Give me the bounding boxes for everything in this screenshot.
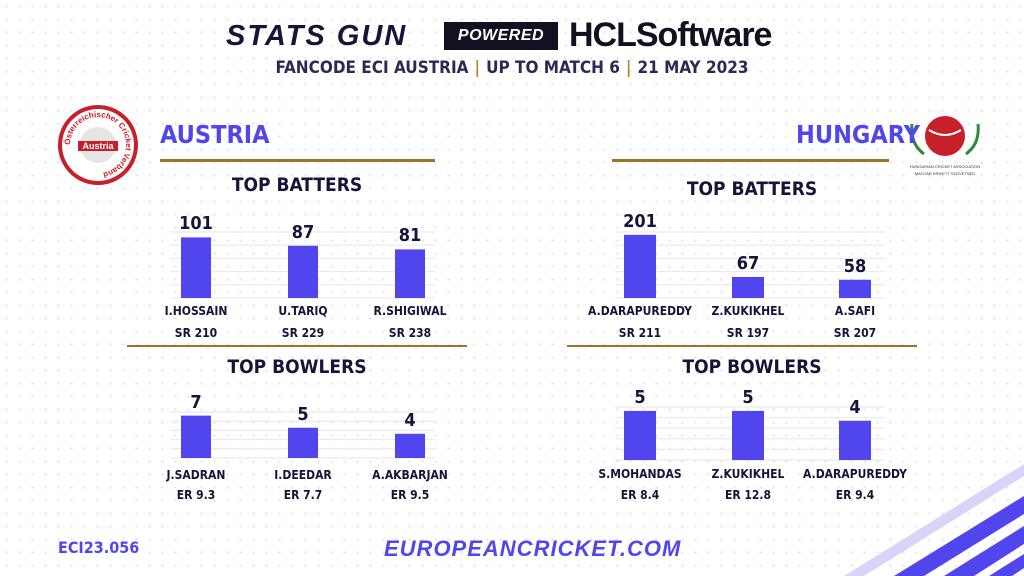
svg-text:Austria: Austria bbox=[82, 141, 114, 151]
austria-header-divider bbox=[160, 159, 435, 162]
player-stat-label: ER 9.5 bbox=[390, 488, 430, 502]
decorative-stripes bbox=[824, 456, 1024, 576]
svg-text:MAGYAR KRIKETT SZÖVETSÉG: MAGYAR KRIKETT SZÖVETSÉG bbox=[915, 171, 976, 176]
player-stat-label: ER 9.3 bbox=[176, 488, 216, 502]
bar-chart-svg bbox=[615, 406, 885, 461]
player-name-label: A.AKBARJAN bbox=[372, 468, 448, 482]
team-name-austria: AUSTRIA bbox=[160, 120, 270, 149]
austria-batters-chart: 101 I.HOSSAIN SR 210 87 U.TARIQ SR 229 81 R.SHI… bbox=[140, 210, 450, 340]
bar bbox=[395, 433, 425, 458]
bar-value-label: 201 bbox=[623, 210, 657, 232]
stats-gun-logo: STATS GUN bbox=[226, 20, 408, 52]
bar-value-label: 7 bbox=[190, 391, 202, 413]
austria-section-divider bbox=[127, 345, 467, 347]
bar bbox=[839, 420, 871, 460]
hungary-cricket-logo: HUNGARIAN CRICKET ASSOCIATION MAGYAR KRI… bbox=[904, 110, 986, 184]
subtitle-event: FANCODE ECI AUSTRIA bbox=[275, 58, 469, 78]
player-stat-label: SR 197 bbox=[726, 326, 770, 340]
player-name-label: I.HOSSAIN bbox=[164, 304, 228, 318]
player-name-label: U.TARIQ bbox=[278, 304, 328, 318]
player-stat-label: SR 207 bbox=[833, 326, 877, 340]
player-stat-label: SR 238 bbox=[388, 326, 432, 340]
bar-value-label: 4 bbox=[404, 409, 416, 431]
subtitle-stage: UP TO MATCH 6 bbox=[486, 58, 620, 78]
team-name-hungary: HUNGARY bbox=[796, 120, 921, 149]
hungary-batters-chart: 201 A.DARAPUREDDY SR 211 67 Z.KUKIKHEL SR 197… bbox=[585, 210, 915, 340]
bar bbox=[624, 234, 656, 298]
bar bbox=[732, 410, 764, 460]
player-stat-label: ER 8.4 bbox=[620, 488, 660, 502]
player-name-label: I.DEEDAR bbox=[274, 468, 332, 482]
player-name-label: Z.KUKIKHEL bbox=[711, 467, 785, 481]
player-name-label: A.DARAPUREDDY bbox=[588, 304, 692, 318]
player-stat-label: SR 229 bbox=[281, 326, 325, 340]
player-name-label: J.SADRAN bbox=[166, 468, 226, 482]
subtitle-date: 21 MAY 2023 bbox=[637, 58, 749, 78]
graphic-code: ECI23.056 bbox=[58, 538, 140, 557]
bar-value-label: 5 bbox=[742, 386, 754, 408]
austria-top-bowlers-title: TOP BOWLERS bbox=[227, 356, 367, 378]
hungary-top-batters-title: TOP BATTERS bbox=[686, 178, 818, 200]
austria-bowlers-chart: 7 J.SADRAN ER 9.3 5 I.DEEDAR ER 7.7 4 A.AKBARJA… bbox=[140, 390, 450, 510]
hungary-section-divider bbox=[567, 345, 917, 347]
bar-value-label: 5 bbox=[634, 386, 646, 408]
svg-text:HUNGARIAN CRICKET ASSOCIATION: HUNGARIAN CRICKET ASSOCIATION bbox=[910, 164, 981, 169]
bar bbox=[288, 245, 318, 298]
powered-by-badge: POWERED BY bbox=[444, 22, 558, 72]
bar bbox=[624, 410, 656, 460]
bar bbox=[181, 237, 211, 298]
bar bbox=[181, 415, 211, 458]
player-stat-label: ER 12.8 bbox=[724, 488, 772, 502]
bar bbox=[839, 279, 871, 298]
bar-value-label: 101 bbox=[179, 213, 213, 235]
bar-value-label: 5 bbox=[297, 403, 309, 425]
player-stat-label: ER 7.7 bbox=[283, 488, 323, 502]
bar bbox=[732, 276, 764, 298]
austria-cricket-logo: Österreichischer Cricket Verband Austria bbox=[56, 103, 140, 187]
subtitle: FANCODE ECI AUSTRIA | UP TO MATCH 6 | 21 MAY… bbox=[275, 58, 749, 78]
austria-top-batters-title: TOP BATTERS bbox=[231, 174, 363, 196]
bar-chart-svg bbox=[170, 411, 435, 459]
player-stat-label: SR 211 bbox=[618, 326, 662, 340]
bar-value-label: 87 bbox=[291, 221, 315, 243]
player-name-label: A.SAFI bbox=[834, 304, 876, 318]
bar bbox=[288, 427, 318, 458]
bar-chart-svg bbox=[615, 231, 885, 299]
hungary-bowlers-chart: 5 S.MOHANDAS ER 8.4 5 Z.KUKIKHEL ER 12.8 4 A.DA… bbox=[585, 385, 915, 510]
player-name-label: Z.KUKIKHEL bbox=[711, 304, 785, 318]
hungary-header-divider bbox=[612, 159, 889, 162]
sponsor-logo: HCLSoftware bbox=[569, 16, 772, 54]
bar-value-label: 81 bbox=[398, 225, 422, 247]
player-stat-label: ER 9.4 bbox=[835, 488, 875, 502]
hungary-top-bowlers-title: TOP BOWLERS bbox=[682, 356, 822, 378]
website-link[interactable]: EUROPEANCRICKET.COM bbox=[384, 536, 682, 561]
bar-value-label: 67 bbox=[736, 252, 760, 274]
bar-value-label: 4 bbox=[849, 396, 861, 418]
player-name-label: A.DARAPUREDDY bbox=[803, 467, 907, 481]
player-name-label: R.SHIGIWAL bbox=[373, 304, 447, 318]
player-stat-label: SR 210 bbox=[174, 326, 218, 340]
bar-value-label: 58 bbox=[843, 255, 867, 277]
bar-chart-svg bbox=[170, 231, 435, 299]
player-name-label: S.MOHANDAS bbox=[598, 467, 682, 481]
brand-row: STATS GUN POWERED BY HCLSoftware bbox=[0, 14, 1024, 72]
bar bbox=[395, 249, 425, 298]
